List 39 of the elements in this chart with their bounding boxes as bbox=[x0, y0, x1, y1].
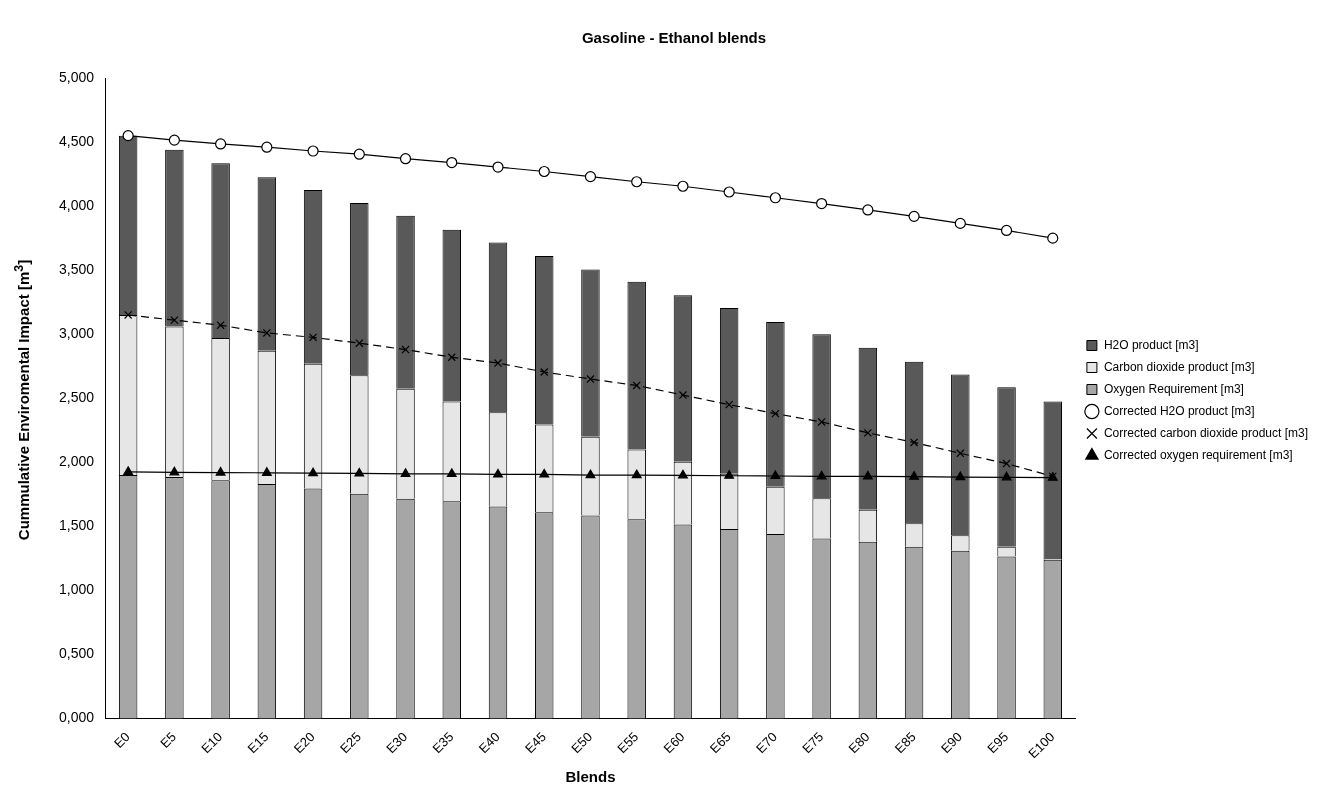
x-tick-label: E85 bbox=[891, 729, 919, 757]
x-tick-label: E50 bbox=[568, 729, 596, 757]
x-tick-label: E80 bbox=[845, 729, 873, 757]
x-tick-label: E60 bbox=[660, 729, 688, 757]
x-tick-label: E25 bbox=[336, 729, 364, 757]
x-tick-label: E55 bbox=[614, 729, 642, 757]
x-tick-label: E45 bbox=[521, 729, 549, 757]
y-tick-label: 3,500 bbox=[58, 261, 95, 278]
legend-label: Corrected carbon dioxide product [m3] bbox=[1103, 425, 1308, 440]
x-tick-label: E35 bbox=[429, 729, 457, 757]
x-tick-label: E70 bbox=[753, 729, 781, 757]
x-tick-label: E40 bbox=[475, 729, 503, 757]
x-tick-label: E0 bbox=[110, 729, 133, 751]
x-tick-label: E10 bbox=[198, 729, 226, 757]
y-tick-label: 2,000 bbox=[58, 453, 95, 470]
legend-label: Carbon dioxide product [m3] bbox=[1103, 359, 1255, 374]
y-tick-label: 0,500 bbox=[58, 645, 95, 662]
y-tick-label: 3,000 bbox=[58, 325, 95, 342]
x-tick-label: E65 bbox=[706, 729, 734, 757]
y-tick-label: 4,500 bbox=[58, 132, 95, 149]
chart-title: Gasoline - Ethanol blends bbox=[581, 29, 767, 47]
legend-label: Corrected oxygen requirement [m3] bbox=[1103, 447, 1293, 462]
y-tick-label: 0,000 bbox=[58, 709, 95, 726]
x-tick-label: E75 bbox=[799, 729, 827, 757]
y-tick-label: 1,500 bbox=[58, 517, 95, 534]
y-tick-label: 4,000 bbox=[58, 196, 95, 213]
y-tick-label: 5,000 bbox=[58, 68, 95, 85]
x-axis-title: Blends bbox=[565, 768, 616, 786]
x-tick-label: E20 bbox=[290, 729, 318, 757]
x-tick-label: E90 bbox=[938, 729, 965, 757]
legend-label: Corrected H2O product [m3] bbox=[1103, 403, 1255, 418]
y-tick-label: 1,000 bbox=[58, 581, 95, 598]
x-tick-label: E95 bbox=[984, 729, 1012, 757]
x-tick-label: E30 bbox=[383, 729, 411, 757]
x-tick-label: E15 bbox=[244, 729, 272, 757]
legend-label: Oxygen Requirement [m3] bbox=[1103, 381, 1244, 396]
x-tick-label: E5 bbox=[157, 729, 180, 751]
legend-label: H2O product [m3] bbox=[1103, 337, 1199, 352]
y-tick-label: 2,500 bbox=[58, 389, 95, 406]
